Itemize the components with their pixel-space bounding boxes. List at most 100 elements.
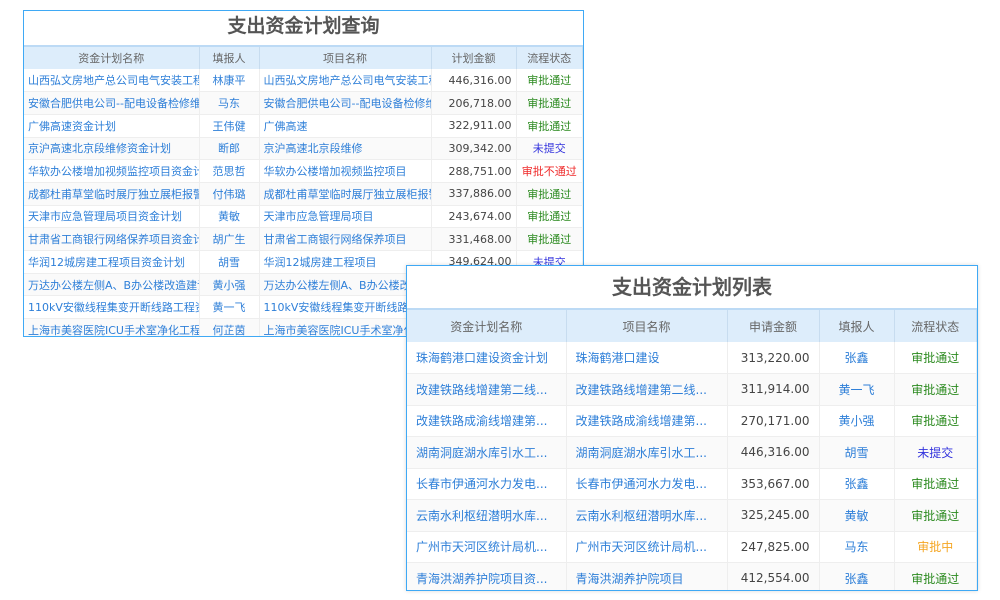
reporter-cell: 范思哲 (199, 159, 260, 183)
project-name-link[interactable]: 京沪高速北京段维修 (259, 137, 432, 161)
project-name-link[interactable]: 改建铁路成渝线增建第... (566, 405, 728, 437)
table-row[interactable]: 华润12城房建工程项目资金计划 胡雪 华润12城房建工程项目 349,624.00 未提… (24, 250, 583, 274)
project-name-link[interactable]: 珠海鹤港口建设 (566, 342, 728, 374)
status-cell: 审批通过 (894, 373, 977, 406)
plan-name-link[interactable]: 广州市天河区统计局机... (407, 531, 567, 563)
project-name-link[interactable]: 甘肃省工商银行网络保养项目 (259, 227, 432, 251)
column-header[interactable]: 申请金额 (727, 308, 820, 342)
plan-name-link[interactable]: 天津市应急管理局项目资金计划 (24, 205, 200, 229)
table-row[interactable]: 云南水利枢纽潜明水库... 云南水利枢纽潜明水库... 325,245.00 黄敏 审批… (407, 499, 977, 532)
column-header[interactable]: 资金计划名称 (24, 45, 200, 69)
plan-name-link[interactable]: 110kV安徽线程集变开断线路工程资金 (24, 295, 200, 320)
table-row[interactable]: 广佛高速资金计划 王伟健 广佛高速 322,911.00 审批通过 (24, 114, 583, 138)
plan-name-link[interactable]: 华润12城房建工程项目资金计划 (24, 250, 200, 274)
status-cell: 审批通过 (516, 91, 583, 115)
table-row[interactable]: 安徽合肥供电公司--配电设备检修维护 马东 安徽合肥供电公司--配电设备检修维护 20… (24, 91, 583, 115)
reporter-cell: 断郎 (199, 137, 260, 161)
table-row[interactable]: 甘肃省工商银行网络保养项目资金计划 胡广生 甘肃省工商银行网络保养项目 331,468… (24, 227, 583, 251)
project-name-link[interactable]: 成都杜甫草堂临时展厅独立展柜报警 (259, 182, 432, 206)
amount-cell: 322,911.00 (431, 114, 517, 138)
amount-cell: 331,468.00 (431, 227, 517, 251)
column-header[interactable]: 流程状态 (516, 45, 583, 69)
project-name-link[interactable]: 110kV安徽线程集变开断线路工 (259, 295, 432, 320)
plan-name-link[interactable]: 青海洪湖养护院项目资... (407, 562, 567, 590)
reporter-cell: 张鑫 (819, 342, 895, 374)
project-name-link[interactable]: 改建铁路线增建第二线... (566, 373, 728, 406)
plan-name-link[interactable]: 安徽合肥供电公司--配电设备检修维护 (24, 91, 200, 115)
project-name-link[interactable]: 安徽合肥供电公司--配电设备检修维护 (259, 91, 432, 115)
plan-name-link[interactable]: 甘肃省工商银行网络保养项目资金计划 (24, 227, 200, 251)
amount-cell: 353,667.00 (727, 468, 820, 500)
list-panel-title: 支出资金计划列表 (612, 275, 772, 299)
project-name-link[interactable]: 华软办公楼增加视频监控项目 (259, 159, 432, 183)
plan-name-link[interactable]: 改建铁路成渝线增建第... (407, 405, 567, 437)
column-header[interactable]: 计划金额 (431, 45, 517, 69)
table-row[interactable]: 改建铁路线增建第二线... 改建铁路线增建第二线... 311,914.00 黄一飞审… (407, 373, 977, 406)
table-row[interactable]: 湖南洞庭湖水库引水工... 湖南洞庭湖水库引水工... 446,316.00 胡雪 未提… (407, 436, 977, 469)
amount-cell: 325,245.00 (727, 499, 820, 532)
plan-name-link[interactable]: 湖南洞庭湖水库引水工... (407, 436, 567, 469)
reporter-cell: 黄小强 (819, 405, 895, 437)
status-cell: 审批通过 (894, 468, 977, 500)
status-cell: 审批通过 (516, 182, 583, 206)
table-row[interactable]: 京沪高速北京段维修资金计划 断郎 京沪高速北京段维修 309,342.00 未提交 (24, 137, 583, 161)
reporter-cell: 张鑫 (819, 562, 895, 590)
column-header[interactable]: 流程状态 (894, 308, 977, 342)
plan-name-link[interactable]: 珠海鹤港口建设资金计划 (407, 342, 567, 374)
project-name-link[interactable]: 天津市应急管理局项目 (259, 205, 432, 229)
amount-cell: 412,554.00 (727, 562, 820, 590)
amount-cell: 309,342.00 (431, 137, 517, 161)
amount-cell: 446,316.00 (727, 436, 820, 469)
amount-cell: 270,171.00 (727, 405, 820, 437)
amount-cell: 247,825.00 (727, 531, 820, 563)
plan-name-link[interactable]: 京沪高速北京段维修资金计划 (24, 137, 200, 161)
plan-name-link[interactable]: 广佛高速资金计划 (24, 114, 200, 138)
reporter-cell: 付伟璐 (199, 182, 260, 206)
project-name-link[interactable]: 广州市天河区统计局机... (566, 531, 728, 563)
plan-name-link[interactable]: 万达办公楼左侧A、B办公楼改造建设 (24, 273, 200, 297)
status-cell: 审批通过 (516, 114, 583, 138)
status-cell: 审批通过 (516, 205, 583, 229)
project-name-link[interactable]: 云南水利枢纽潜明水库... (566, 499, 728, 532)
project-name-link[interactable]: 长春市伊通河水力发电... (566, 468, 728, 500)
project-name-link[interactable]: 万达办公楼左侧A、B办公楼改造 (259, 273, 432, 297)
project-name-link[interactable]: 华润12城房建工程项目 (259, 250, 432, 274)
project-name-link[interactable]: 上海市美容医院ICU手术室净化 (259, 318, 432, 336)
table-row[interactable]: 华软办公楼增加视频监控项目资金计划 范思哲 华软办公楼增加视频监控项目 288,751… (24, 159, 583, 183)
plan-name-link[interactable]: 改建铁路线增建第二线... (407, 373, 567, 406)
plan-name-link[interactable]: 云南水利枢纽潜明水库... (407, 499, 567, 532)
plan-name-link[interactable]: 山西弘文房地产总公司电气安装工程资 (24, 69, 200, 93)
reporter-cell: 马东 (199, 91, 260, 115)
reporter-cell: 胡雪 (819, 436, 895, 469)
status-cell: 审批通过 (894, 562, 977, 590)
table-row[interactable]: 长春市伊通河水力发电... 长春市伊通河水力发电... 353,667.00 张鑫 审批… (407, 468, 977, 500)
reporter-cell: 黄小强 (199, 273, 260, 297)
table-row[interactable]: 天津市应急管理局项目资金计划 黄敏 天津市应急管理局项目 243,674.00 审批通过 (24, 205, 583, 229)
amount-cell: 243,674.00 (431, 205, 517, 229)
amount-cell: 337,886.00 (431, 182, 517, 206)
project-name-link[interactable]: 广佛高速 (259, 114, 432, 138)
column-header[interactable]: 填报人 (199, 45, 260, 69)
column-header[interactable]: 填报人 (819, 308, 895, 342)
column-header[interactable]: 项目名称 (259, 45, 432, 69)
status-cell: 未提交 (894, 436, 977, 469)
project-name-link[interactable]: 湖南洞庭湖水库引水工... (566, 436, 728, 469)
project-name-link[interactable]: 青海洪湖养护院项目 (566, 562, 728, 590)
project-name-link[interactable]: 山西弘文房地产总公司电气安装工程 (259, 69, 432, 93)
status-cell: 未提交 (516, 137, 583, 161)
plan-name-link[interactable]: 华软办公楼增加视频监控项目资金计划 (24, 159, 200, 183)
plan-name-link[interactable]: 上海市美容医院ICU手术室净化工程资 (24, 318, 200, 336)
table-row[interactable]: 珠海鹤港口建设资金计划 珠海鹤港口建设 313,220.00 张鑫 审批通过 (407, 342, 977, 374)
table-row[interactable]: 改建铁路成渝线增建第... 改建铁路成渝线增建第... 270,171.00 黄小强审… (407, 405, 977, 437)
column-header[interactable]: 项目名称 (566, 308, 728, 342)
table-row[interactable]: 成都杜甫草堂临时展厅独立展柜报警设 付伟璐 成都杜甫草堂临时展厅独立展柜报警 337,… (24, 182, 583, 206)
reporter-cell: 马东 (819, 531, 895, 563)
reporter-cell: 黄一飞 (199, 295, 260, 320)
amount-cell: 288,751.00 (431, 159, 517, 183)
column-header[interactable]: 资金计划名称 (407, 308, 567, 342)
table-row[interactable]: 青海洪湖养护院项目资... 青海洪湖养护院项目 412,554.00 张鑫 审批通过 (407, 562, 977, 590)
plan-name-link[interactable]: 成都杜甫草堂临时展厅独立展柜报警设 (24, 182, 200, 206)
plan-name-link[interactable]: 长春市伊通河水力发电... (407, 468, 567, 500)
table-row[interactable]: 广州市天河区统计局机... 广州市天河区统计局机... 247,825.00 马东 审批… (407, 531, 977, 563)
table-row[interactable]: 山西弘文房地产总公司电气安装工程资 林康平 山西弘文房地产总公司电气安装工程 446,… (24, 69, 583, 93)
